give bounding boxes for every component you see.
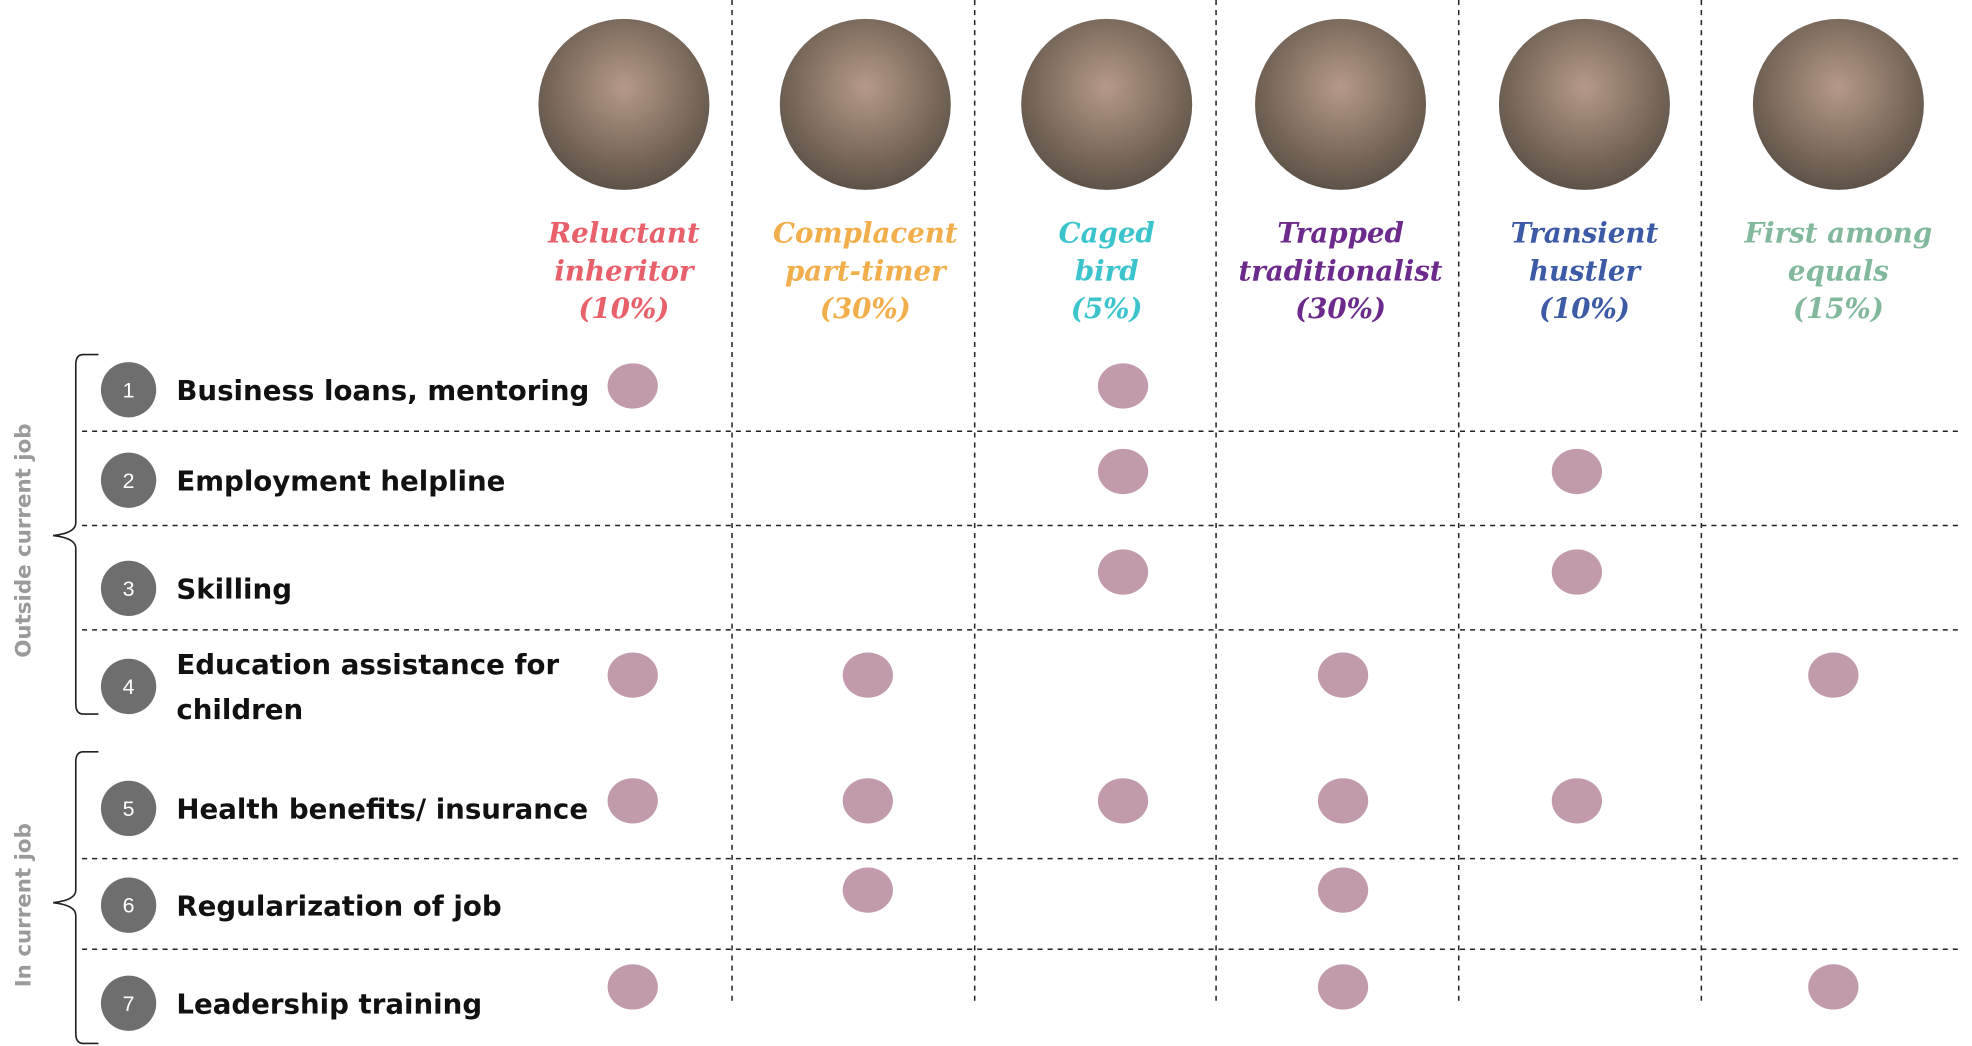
row-number-badge bbox=[100, 560, 157, 617]
persona-share: (10%) bbox=[1539, 292, 1630, 325]
applicability-dot bbox=[1097, 363, 1149, 409]
row-label: Health benefits/ insurance bbox=[176, 792, 588, 825]
applicability-dot bbox=[1551, 778, 1603, 824]
group-label: In current job bbox=[12, 823, 37, 987]
row-label: Business loans, mentoring bbox=[176, 374, 589, 407]
row-label: Regularization of job bbox=[176, 889, 501, 922]
row-label: Employment helpline bbox=[176, 464, 505, 497]
persona-name: hustler bbox=[1529, 254, 1643, 287]
applicability-dot bbox=[1097, 549, 1149, 595]
row-number: 7 bbox=[123, 992, 135, 1016]
row-number: 4 bbox=[123, 675, 135, 699]
applicability-dot bbox=[1317, 867, 1369, 913]
persona-share: (30%) bbox=[820, 292, 911, 325]
persona-photo bbox=[1498, 18, 1670, 190]
applicability-dot bbox=[1551, 549, 1603, 595]
row-number: 2 bbox=[123, 469, 135, 493]
persona-name: inheritor bbox=[554, 254, 696, 287]
applicability-dot bbox=[607, 778, 658, 824]
row-label: Leadership training bbox=[176, 987, 482, 1020]
applicability-dot bbox=[1097, 778, 1149, 824]
applicability-dot bbox=[1551, 448, 1603, 495]
applicability-dot bbox=[607, 363, 658, 409]
row-number-badge bbox=[100, 452, 157, 508]
row-number-badge bbox=[100, 780, 157, 837]
applicability-dot bbox=[1317, 778, 1369, 824]
persona-name: First among bbox=[1744, 217, 1933, 250]
row-number: 5 bbox=[123, 797, 135, 821]
applicability-dot bbox=[842, 867, 893, 913]
row-number: 1 bbox=[123, 378, 135, 402]
group-brackets bbox=[53, 353, 99, 1045]
row-number-badge bbox=[100, 975, 157, 1031]
persona-name: Reluctant bbox=[547, 217, 700, 250]
row-number-badge bbox=[100, 362, 157, 418]
persona-share: (30%) bbox=[1295, 292, 1386, 325]
row-number-badge bbox=[100, 877, 157, 933]
applicability-dot bbox=[842, 652, 893, 698]
row-label: Skilling bbox=[176, 572, 292, 605]
persona-name: traditionalist bbox=[1238, 254, 1442, 287]
persona-photo bbox=[1021, 18, 1193, 190]
group-label: Outside current job bbox=[12, 423, 37, 657]
persona-name: Transient bbox=[1511, 217, 1659, 250]
row-number: 3 bbox=[123, 577, 135, 601]
persona-name: Complacent bbox=[773, 217, 958, 250]
persona-name: part-timer bbox=[785, 254, 948, 287]
persona-photo bbox=[1752, 18, 1924, 190]
persona-share: (5%) bbox=[1071, 292, 1143, 325]
applicability-dot bbox=[1317, 964, 1369, 1010]
persona-name: equals bbox=[1788, 254, 1889, 287]
row-label: children bbox=[176, 693, 303, 726]
persona-photo bbox=[779, 18, 951, 190]
applicability-dot bbox=[842, 778, 893, 824]
persona-share: (15%) bbox=[1793, 292, 1884, 325]
persona-name: Caged bbox=[1059, 217, 1155, 250]
persona-name: bird bbox=[1075, 254, 1139, 287]
row-label: Education assistance for bbox=[176, 648, 559, 681]
applicability-dot bbox=[1808, 652, 1859, 698]
persona-share: (10%) bbox=[578, 292, 669, 325]
applicability-dot bbox=[607, 964, 658, 1010]
applicability-dot bbox=[1317, 652, 1369, 698]
applicability-dot bbox=[1097, 448, 1149, 495]
persona-name: Trapped bbox=[1277, 217, 1404, 250]
row-number-badge bbox=[100, 658, 157, 715]
applicability-dot bbox=[607, 652, 658, 698]
persona-photo bbox=[538, 18, 710, 190]
row-number: 6 bbox=[123, 894, 135, 918]
applicability-dot bbox=[1808, 964, 1859, 1010]
persona-photo bbox=[1255, 18, 1427, 190]
